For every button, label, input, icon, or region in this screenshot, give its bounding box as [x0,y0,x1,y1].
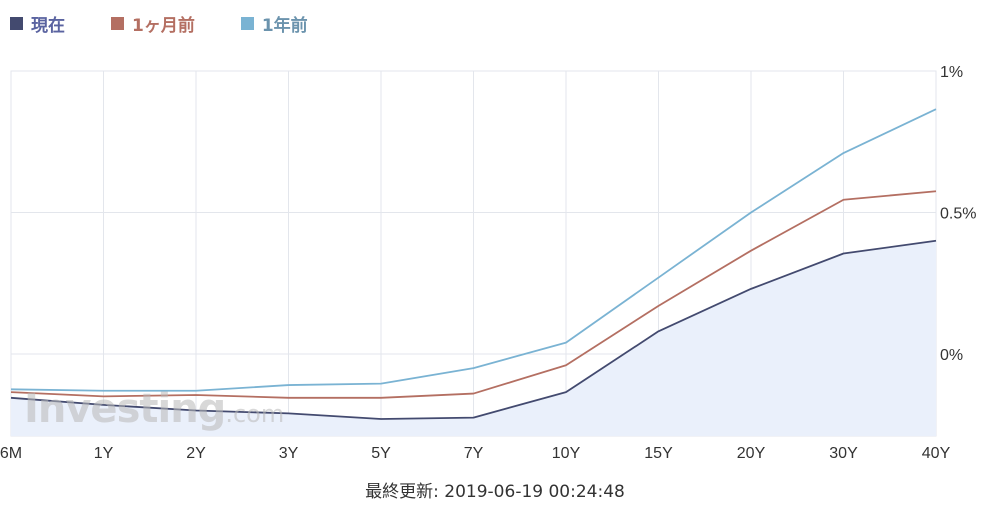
legend-label-current: 現在 [31,15,65,36]
legend-item-1-month-ago[interactable]: 1ヶ月前 [111,11,195,36]
y-tick-label: 0.5% [940,205,976,222]
series-line-current [10,239,937,420]
series-line-1-year-ago [10,108,937,392]
y-tick-label: 0% [940,347,963,364]
y-tick-label: 1% [940,64,963,81]
legend-swatch-1-month-ago [111,16,124,30]
x-tick-label: 30Y [829,445,858,462]
x-tick-label: 6M [0,445,22,462]
x-tick-label: 5Y [371,445,391,462]
series-area-current [11,240,936,436]
legend-swatch-1-year-ago [240,16,254,30]
legend-swatch-current [10,16,23,30]
series-line-1-month-ago [10,190,937,399]
watermark-brand: Investing [24,386,226,432]
x-tick-label: 40Y [922,445,951,462]
legend-item-current[interactable]: 現在 [10,11,65,36]
x-tick-label: 3Y [279,445,299,462]
watermark-suffix: .com [225,400,285,428]
x-tick-label: 2Y [186,445,206,462]
legend-label-1-year-ago: 1年前 [261,15,308,36]
legend-item-1-year-ago[interactable]: 1年前 [240,11,308,36]
x-tick-label: 10Y [552,445,581,462]
last-updated-text: 最終更新: 2019-06-19 00:24:48 [365,482,625,502]
x-tick-label: 20Y [737,445,766,462]
legend-label-1-month-ago: 1ヶ月前 [132,15,195,36]
x-tick-label: 7Y [464,445,484,462]
chart-legend: 現在 1ヶ月前 1年前 [10,10,354,36]
x-tick-label: 1Y [94,445,114,462]
investing-watermark-logo: Investing.com [24,386,284,432]
x-tick-label: 15Y [644,445,673,462]
